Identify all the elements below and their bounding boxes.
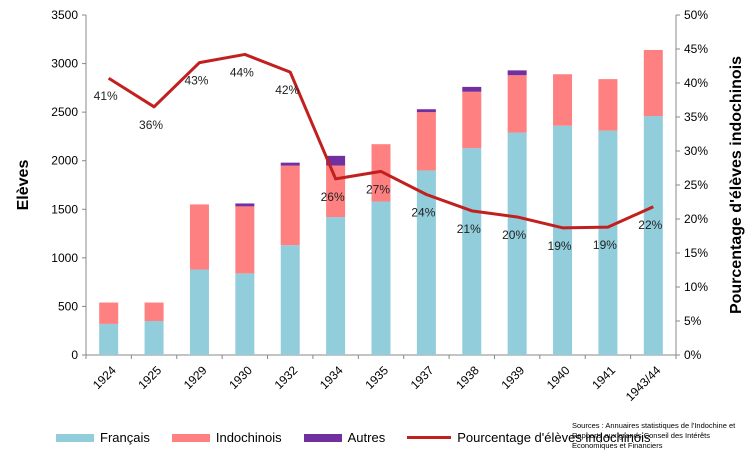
legend-swatch-francais (56, 433, 94, 442)
bar-francais (598, 130, 618, 355)
legend-item-autres: Autres (303, 430, 386, 445)
pourcentage-data-label: 36% (139, 118, 163, 132)
y2-axis-title: Pourcentage d'élèves indochinois (728, 56, 745, 314)
bar-indochinois (144, 302, 164, 321)
bar-indochinois (416, 112, 436, 171)
bar-francais (144, 321, 164, 355)
bar-francais (280, 245, 300, 355)
y2-tick-label: 25% (684, 178, 708, 192)
y-tick-label: 3000 (51, 57, 78, 71)
pourcentage-data-label: 26% (321, 190, 345, 204)
y2-tick-label: 5% (684, 314, 702, 328)
bar-autres (462, 86, 482, 92)
bar-indochinois (189, 204, 209, 270)
pourcentage-data-label: 43% (184, 74, 208, 88)
pourcentage-data-label: 24% (411, 206, 435, 220)
bar-indochinois (99, 302, 119, 324)
y2-tick-label: 35% (684, 110, 708, 124)
bar-francais (235, 273, 255, 355)
bar-indochinois (553, 74, 573, 126)
x-tick-label: 1938 (453, 363, 482, 392)
bar-francais (643, 116, 663, 356)
x-tick-label: 1943/44 (623, 363, 664, 404)
legend-item-francais: Français (56, 430, 150, 445)
y2-tick-label: 40% (684, 76, 708, 90)
y2-tick-label: 50% (684, 8, 708, 22)
source-note: Sources : Annuaires statistiques de l'In… (572, 421, 736, 450)
legend-swatch-pourcentage (407, 436, 452, 439)
bar-autres (326, 155, 346, 166)
legend-swatch-autres (303, 433, 342, 442)
pourcentage-data-label: 19% (593, 238, 617, 252)
y-tick-label: 500 (58, 299, 78, 313)
bar-francais (99, 323, 119, 355)
plot-area: 0 500 1000 1500 2000 2500 3000 3500 0% 5% 10% 15% 20… (51, 8, 708, 404)
y-tick-label: 2500 (51, 105, 78, 119)
legend-swatch-indochinois (171, 433, 210, 442)
bar-indochinois (280, 165, 300, 246)
legend-label-indochinois: Indochinois (215, 430, 282, 445)
x-tick-label: 1939 (498, 363, 527, 392)
bar-francais (371, 201, 391, 355)
bar-indochinois (462, 91, 482, 149)
bar-indochinois (598, 79, 618, 131)
bar-francais (462, 148, 482, 355)
bar-francais (326, 217, 346, 355)
legend: Français Indochinois Autres Pourcentage … (56, 430, 673, 445)
pourcentage-data-label: 19% (548, 239, 572, 253)
y-tick-label: 1500 (51, 202, 78, 216)
x-tick-label: 1925 (135, 363, 164, 392)
x-tick-label: 1935 (362, 363, 391, 392)
bar-indochinois (643, 49, 663, 117)
y2-tick-label: 20% (684, 212, 708, 226)
pourcentage-data-label: 21% (457, 222, 481, 236)
pourcentage-data-label: 20% (502, 228, 526, 242)
y2-tick-label: 30% (684, 144, 708, 158)
legend-label-francais: Français (100, 430, 150, 445)
bar-indochinois (235, 206, 255, 274)
pourcentage-line (107, 52, 654, 230)
x-tick-label: 1941 (589, 363, 618, 392)
bar-francais (416, 170, 436, 355)
x-tick-label: 1937 (408, 363, 437, 392)
bar-autres (280, 162, 300, 166)
legend-item-pourcentage: Pourcentage d'élèves indochinois (407, 430, 651, 445)
bar-francais (507, 132, 527, 355)
y2-tick-label: 45% (684, 42, 708, 56)
bar-autres (235, 203, 255, 207)
x-tick-label: 1930 (226, 363, 255, 392)
pourcentage-data-label: 44% (230, 65, 254, 79)
y-tick-label: 2000 (51, 154, 78, 168)
y2-tick-label: 10% (684, 280, 708, 294)
y-tick-label: 3500 (51, 8, 78, 22)
bar-indochinois (507, 75, 527, 133)
x-tick-label: 1940 (544, 363, 573, 392)
x-tick-label: 1934 (317, 363, 346, 392)
x-tick-label: 1929 (181, 363, 210, 392)
bar-francais (553, 125, 573, 355)
x-tick-label: 1932 (272, 363, 301, 392)
x-tick-label: 1924 (90, 363, 119, 392)
pourcentage-data-label: 41% (94, 89, 118, 103)
y-tick-label: 0 (71, 348, 78, 362)
legend-label-autres: Autres (347, 430, 386, 445)
y2-tick-label: 15% (684, 246, 708, 260)
bar-autres (507, 70, 527, 76)
y-axis-title: Elèves (15, 160, 32, 211)
pourcentage-data-label: 27% (366, 182, 390, 196)
y2-tick-label: 0% (684, 348, 702, 362)
bar-francais (189, 269, 209, 355)
legend-label-pourcentage: Pourcentage d'élèves indochinois (457, 430, 651, 445)
pourcentage-data-label: 42% (275, 83, 299, 97)
y-tick-label: 1000 (51, 251, 78, 265)
bar-autres (416, 109, 436, 113)
legend-item-indochinois: Indochinois (171, 430, 282, 445)
pourcentage-data-label: 22% (638, 218, 662, 232)
